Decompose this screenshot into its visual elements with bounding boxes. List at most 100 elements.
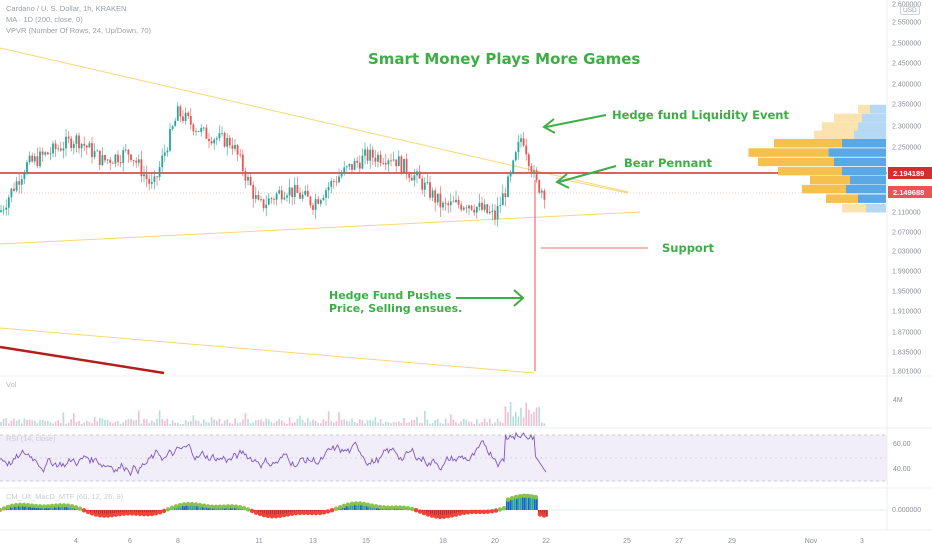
- macd-bar: [16, 504, 18, 510]
- macd-bar: [192, 503, 194, 510]
- macd-signal-dot: [145, 512, 151, 517]
- macd-signal-dot: [225, 504, 231, 509]
- candle: [114, 153, 117, 168]
- candle: [392, 151, 395, 162]
- currency-badge[interactable]: USD: [900, 6, 920, 15]
- macd-signal-dot: [333, 506, 339, 511]
- candle: [280, 185, 283, 204]
- candle: [330, 177, 333, 194]
- macd-bar: [538, 510, 540, 515]
- macd-signal-dot: [401, 505, 407, 510]
- volume-bar: [114, 421, 117, 426]
- rsi-band: [0, 435, 887, 481]
- vpvr-row: [826, 194, 886, 203]
- candle: [408, 171, 411, 183]
- candle: [486, 203, 489, 215]
- macd-signal-dot: [337, 505, 343, 510]
- candle: [340, 169, 343, 179]
- macd-bar: [522, 494, 524, 510]
- macd-signal-dot: [41, 504, 47, 509]
- volume-bar: [265, 418, 267, 426]
- candle: [189, 108, 192, 130]
- volume-bar: [507, 412, 509, 426]
- volume-bar: [80, 423, 83, 426]
- vpvr-row: [758, 157, 886, 167]
- y-tick-label: 2.250000: [892, 145, 921, 152]
- vpvr-legend[interactable]: VPVR (Number Of Rows, 24, Up/Down, 70): [6, 26, 152, 35]
- macd-bar: [452, 510, 454, 517]
- svg-text:2.149688: 2.149688: [893, 188, 924, 197]
- macd-signal-dot: [269, 514, 275, 519]
- volume-bar: [387, 422, 390, 426]
- macd-bar: [174, 506, 176, 510]
- volume-bar: [65, 423, 67, 426]
- candle: [322, 194, 325, 202]
- volume-bar: [361, 420, 364, 426]
- macd-signal-dot: [213, 504, 219, 509]
- volume-bar: [88, 421, 91, 426]
- volume-bar: [470, 421, 473, 426]
- svg-text:4M: 4M: [893, 397, 903, 404]
- x-axis[interactable]: 4 6 8 11 13 15 18 20 22 25 27 29 Nov 3: [74, 538, 864, 545]
- macd-signal-dot: [57, 503, 63, 508]
- rsi-pane[interactable]: [0, 431, 887, 482]
- price-pane[interactable]: [0, 47, 887, 375]
- volume-bar: [301, 419, 304, 426]
- candle: [278, 185, 281, 195]
- volume-bar: [374, 417, 377, 426]
- macd-signal-dot: [305, 510, 311, 516]
- volume-bar: [476, 419, 478, 426]
- candle: [197, 130, 200, 133]
- candle: [283, 191, 286, 201]
- candle: [496, 197, 499, 227]
- macd-pane[interactable]: [0, 493, 887, 520]
- x-tick-label: Nov: [805, 538, 818, 545]
- volume-bar: [457, 423, 460, 426]
- macd-bar: [360, 502, 362, 510]
- volume-bar: [483, 418, 486, 426]
- candle: [221, 126, 223, 137]
- ma-200-line: [0, 345, 165, 375]
- x-tick-label: 15: [362, 538, 370, 545]
- volume-bar: [112, 423, 114, 426]
- macd-bar: [426, 510, 428, 515]
- macd-signal-dot: [509, 495, 515, 501]
- liquidity-annotation: Hedge fund Liquidity Event: [612, 108, 789, 122]
- macd-bar: [442, 510, 444, 518]
- volume-bar: [504, 406, 507, 426]
- candle: [96, 149, 99, 152]
- volume-bar: [101, 418, 104, 426]
- macd-bar: [272, 510, 274, 518]
- volume-bar: [283, 422, 286, 426]
- volume-bar: [41, 419, 44, 426]
- candles: [0, 101, 546, 227]
- macd-signal-dot: [101, 513, 107, 518]
- volume-bar: [489, 418, 491, 426]
- volume-bar: [366, 420, 369, 426]
- ma-legend[interactable]: MA · 1D (200, close, 0): [6, 15, 83, 24]
- symbol-legend[interactable]: Cardano / U. S. Dollar, 1h, KRAKEN: [6, 4, 127, 13]
- macd-signal-dot: [201, 503, 207, 508]
- vpvr-row: [842, 204, 886, 213]
- x-tick-label: 11: [255, 538, 262, 545]
- macd-signal-dot: [197, 502, 203, 508]
- volume-bar: [255, 420, 257, 426]
- volume-bar: [221, 423, 223, 426]
- macd-signal-dot: [493, 508, 499, 513]
- candle: [166, 147, 169, 157]
- volume-bar: [452, 419, 455, 426]
- volume-bars: [0, 401, 546, 426]
- volume-bar: [314, 420, 317, 426]
- volume-label: Vol: [6, 380, 17, 389]
- macd-signal-dot: [261, 512, 267, 518]
- volume-bar: [416, 416, 418, 426]
- x-tick-label: 6: [128, 538, 132, 545]
- candle: [390, 153, 392, 167]
- macd-signal-dot: [153, 511, 159, 516]
- y-tick-label: 2.300000: [892, 124, 921, 131]
- macd-signal-dot: [281, 512, 287, 518]
- y-axis[interactable]: 2.600000 2.550000 2.500000 2.450000 2.400000…: [892, 2, 921, 376]
- volume-bar: [538, 407, 540, 426]
- macd-signal-dot: [393, 505, 399, 510]
